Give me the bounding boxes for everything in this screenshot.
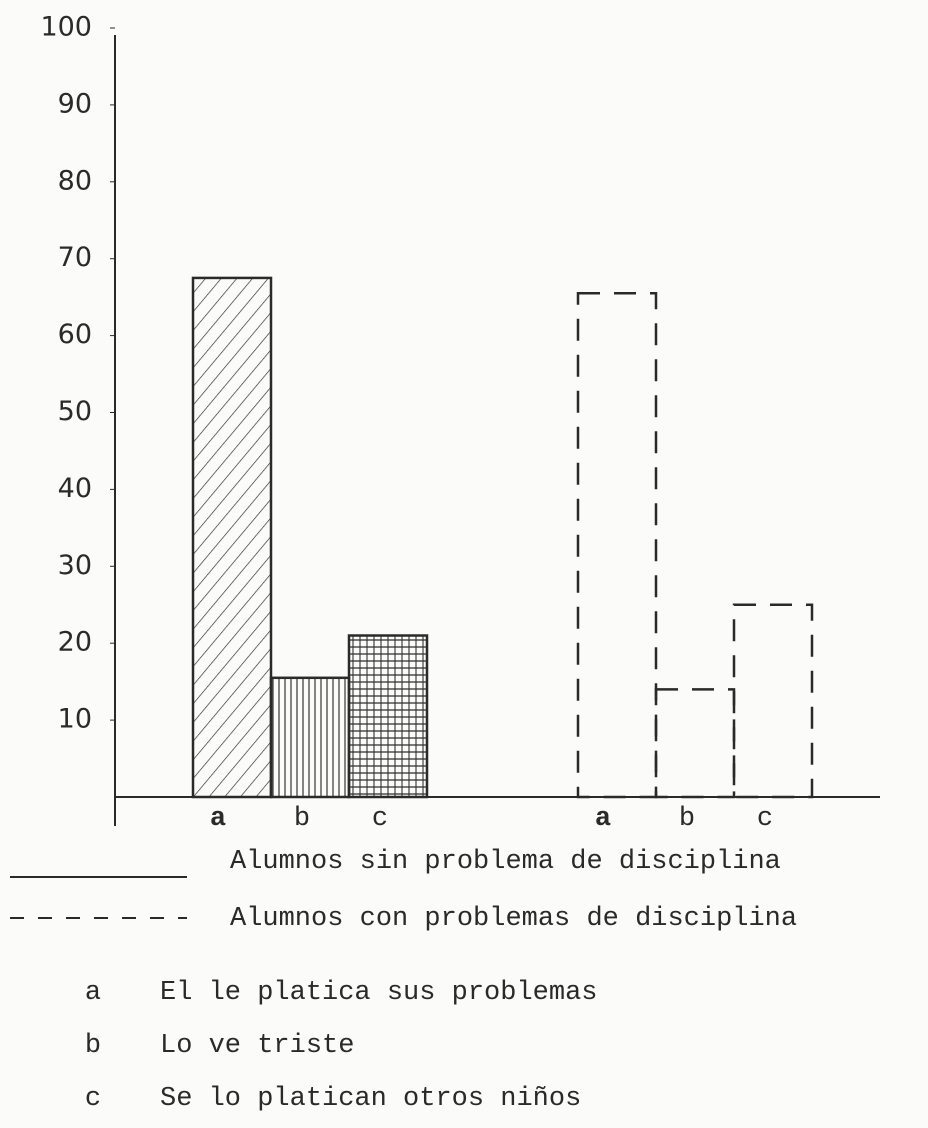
y-tick-label: 90 [58,88,92,119]
y-tick-label: 50 [58,396,92,427]
y-tick-label: 80 [58,165,92,196]
y-tick-label: 40 [58,473,92,504]
legend-label: Alumnos con problemas de disciplina [230,904,797,934]
y-tick-label: 10 [58,704,92,735]
key-letter: a [85,978,101,1008]
x-tick-label: b [294,804,310,834]
x-tick-label: a [210,804,226,834]
y-tick-label: 70 [58,242,92,273]
key-text: Se lo platican otros niños [160,1084,581,1114]
key-text: El le platica sus problemas [160,978,597,1008]
y-tick-label: 100 [40,12,92,43]
y-tick-label: 30 [58,550,92,581]
bar [654,688,736,799]
key-text: Lo ve triste [160,1031,354,1061]
x-tick-label: a [595,804,611,834]
y-tick-label: 60 [58,319,92,350]
key-letter: b [85,1031,101,1061]
x-tick-label: b [679,804,695,834]
key-letter: c [85,1084,101,1114]
bar [576,292,658,799]
x-tick-label: c [757,804,773,834]
y-tick-label: 20 [58,627,92,658]
bar [347,634,429,799]
bar [191,276,273,799]
legend-label: Alumnos sin problema de disciplina [230,847,781,877]
bar [732,603,814,799]
x-tick-label: c [372,804,388,834]
bar [269,676,351,799]
